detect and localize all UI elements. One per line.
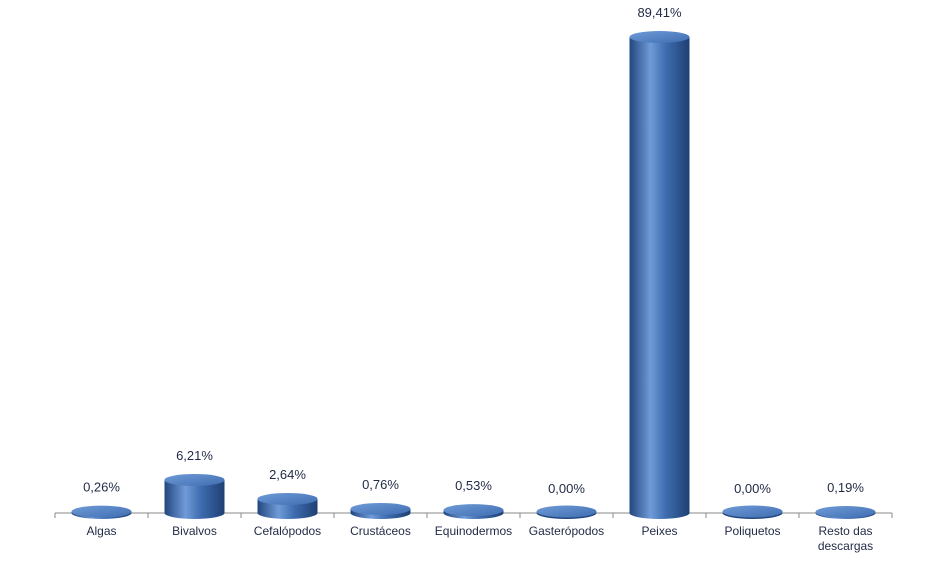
x-tick-label: Cefalópodos: [254, 524, 321, 538]
bar-top: [722, 505, 783, 518]
bar-top: [71, 505, 132, 518]
data-label: 89,41%: [637, 5, 682, 20]
data-label: 0,00%: [548, 481, 585, 496]
bar-body: [164, 479, 225, 519]
bar-poliquetos: [722, 505, 783, 519]
bar-top: [257, 492, 318, 505]
bar-gasterópodos: [536, 505, 597, 519]
data-label: 0,26%: [83, 480, 120, 495]
data-label: 0,76%: [362, 477, 399, 492]
bar-top: [536, 505, 597, 518]
data-label: 0,00%: [734, 481, 771, 496]
bar-equinodermos: [443, 504, 504, 519]
data-label: 6,21%: [176, 448, 213, 463]
x-tick-label: Algas: [86, 524, 116, 538]
x-tick-label: Equinodermos: [435, 524, 512, 538]
x-tick-label: Peixes: [641, 524, 677, 538]
bar-top: [164, 473, 225, 486]
bar-crustáceos: [350, 502, 411, 519]
data-label: 2,64%: [269, 467, 306, 482]
bar-peixes: [629, 31, 690, 519]
x-tick-label: Poliquetos: [724, 524, 780, 538]
plot-area: 0,26% Algas 6,21% Bivalvos 2,64% Cefalópodos 0…: [54, 5, 893, 553]
x-tick-label: Bivalvos: [172, 524, 217, 538]
bar-top: [815, 505, 876, 518]
bar-resto-das-descargas: [815, 505, 876, 519]
bar-algas: [71, 505, 132, 519]
data-label: 0,53%: [455, 478, 492, 493]
bar-top: [350, 502, 411, 515]
x-tick-label: Gasterópodos: [529, 524, 604, 538]
data-label: 0,19%: [827, 480, 864, 495]
bar-cefalópodos: [257, 492, 318, 519]
bar-bivalvos: [164, 473, 225, 519]
bar-top: [629, 31, 690, 43]
x-tick-label: Crustáceos: [350, 524, 411, 538]
x-tick-label: Resto das descargas: [818, 524, 873, 553]
bar-top: [443, 504, 504, 517]
bar-body: [629, 37, 690, 519]
